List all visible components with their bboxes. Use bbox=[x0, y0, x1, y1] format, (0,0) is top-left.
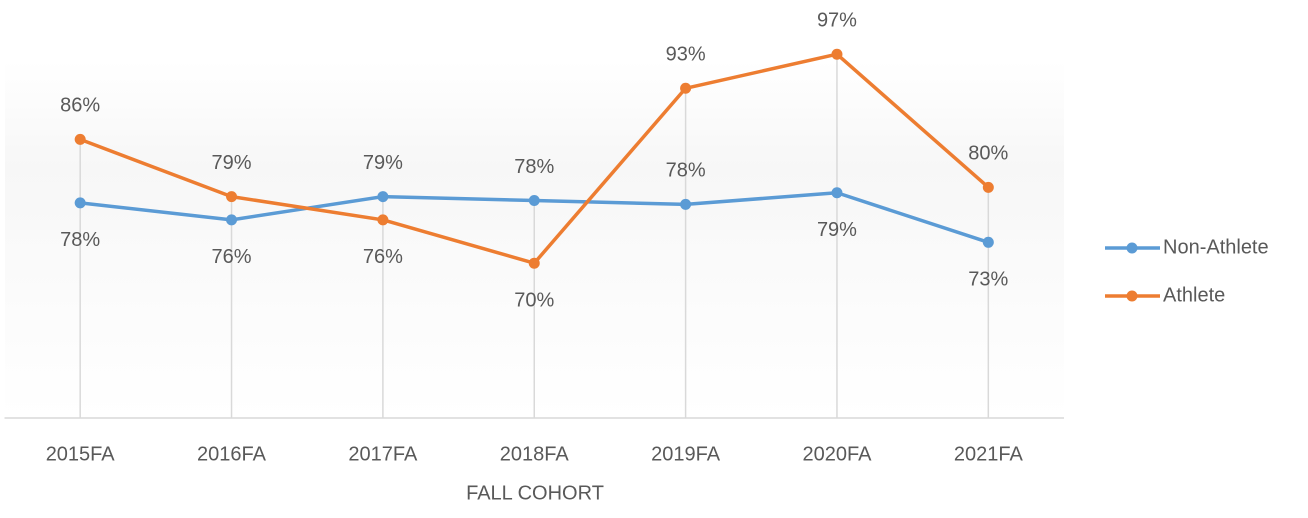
data-label: 80% bbox=[968, 143, 1008, 165]
point bbox=[74, 197, 86, 209]
point bbox=[74, 133, 86, 145]
x-tick-label: 2020FA bbox=[802, 443, 872, 465]
point bbox=[377, 191, 389, 203]
data-label: 93% bbox=[666, 44, 706, 66]
data-label: 79% bbox=[212, 152, 252, 174]
point bbox=[680, 198, 692, 210]
data-label: 86% bbox=[60, 95, 100, 117]
data-label: 78% bbox=[514, 156, 554, 178]
legend-label: Non-Athlete bbox=[1163, 236, 1269, 258]
data-label: 70% bbox=[514, 289, 554, 311]
point bbox=[982, 236, 994, 248]
legend-marker bbox=[1126, 242, 1138, 254]
point bbox=[528, 257, 540, 269]
data-label: 73% bbox=[968, 269, 1008, 291]
x-tick-label: 2019FA bbox=[651, 443, 721, 465]
point bbox=[831, 187, 843, 199]
data-label: 79% bbox=[817, 219, 857, 241]
x-tick-label: 2021FA bbox=[954, 443, 1024, 465]
x-axis-title: FALL COHORT bbox=[466, 482, 604, 504]
point bbox=[831, 48, 843, 60]
data-label: 76% bbox=[363, 246, 403, 268]
point bbox=[982, 181, 994, 193]
legend-marker bbox=[1126, 290, 1138, 302]
point bbox=[377, 214, 389, 226]
legend-label: Athlete bbox=[1163, 284, 1225, 306]
x-tick-label: 2016FA bbox=[197, 443, 267, 465]
point bbox=[226, 214, 238, 226]
x-tick-label: 2017FA bbox=[348, 443, 418, 465]
x-tick-label: 2018FA bbox=[500, 443, 570, 465]
point bbox=[226, 191, 238, 203]
point bbox=[680, 82, 692, 94]
data-label: 79% bbox=[363, 152, 403, 174]
data-label: 97% bbox=[817, 10, 857, 32]
data-label: 78% bbox=[666, 160, 706, 182]
x-tick-label: 2015FA bbox=[46, 443, 116, 465]
point bbox=[528, 195, 540, 207]
data-label: 78% bbox=[60, 229, 100, 251]
data-label: 76% bbox=[212, 246, 252, 268]
